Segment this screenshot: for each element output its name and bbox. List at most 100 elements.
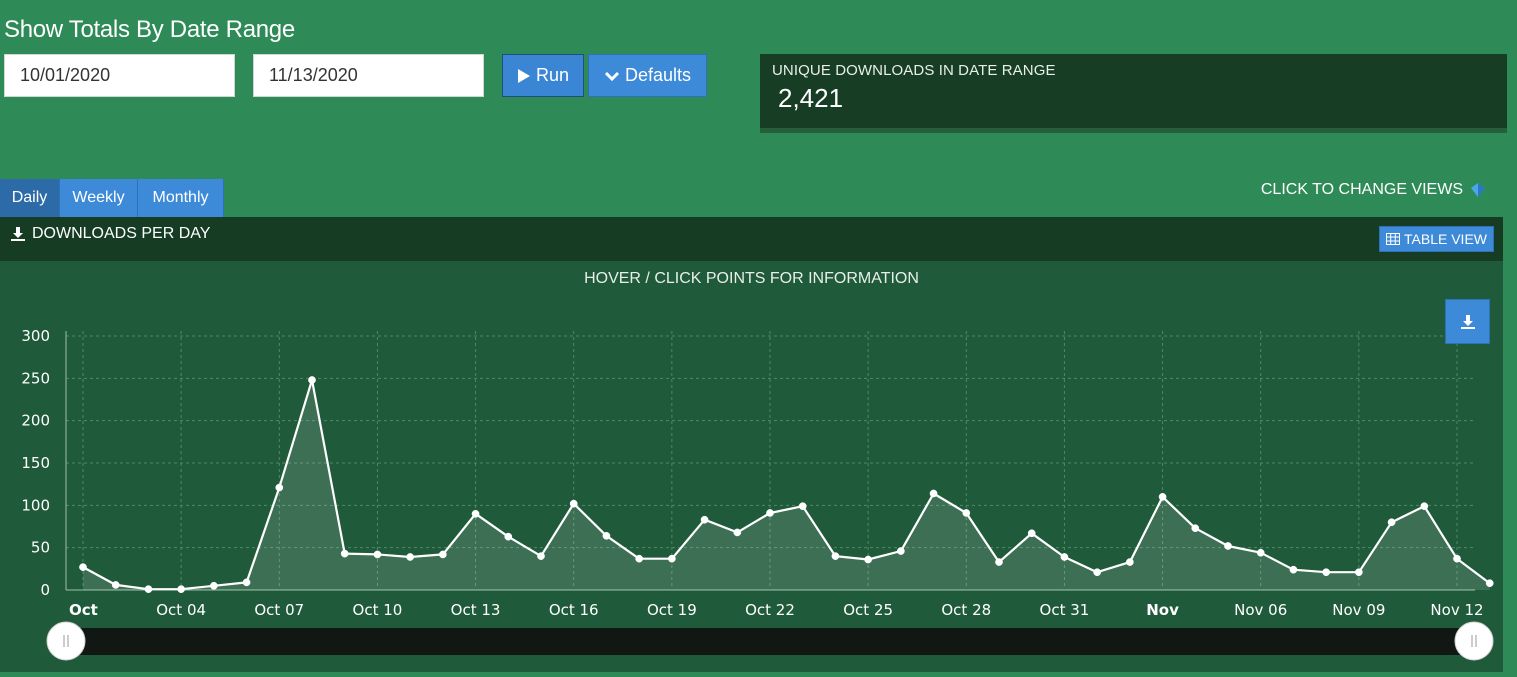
chart-subtitle: HOVER / CLICK POINTS FOR INFORMATION bbox=[584, 270, 919, 287]
x-tick-label: Oct 19 bbox=[647, 601, 697, 619]
data-point[interactable] bbox=[373, 550, 382, 559]
data-point[interactable] bbox=[929, 489, 938, 498]
download-icon bbox=[1460, 314, 1475, 329]
data-point[interactable] bbox=[962, 509, 971, 517]
chart-header-title: DOWNLOADS PER DAY bbox=[10, 225, 210, 243]
data-point[interactable] bbox=[897, 547, 905, 555]
data-point[interactable] bbox=[766, 509, 774, 517]
change-views-link[interactable]: CLICK TO CHANGE VIEWS bbox=[1261, 181, 1487, 199]
run-button-label: Run bbox=[535, 65, 570, 85]
tab-weekly[interactable]: Weekly bbox=[60, 179, 138, 217]
data-point[interactable] bbox=[1289, 565, 1298, 574]
y-tick-label: 100 bbox=[21, 496, 50, 514]
x-tick-label: Oct 22 bbox=[745, 601, 795, 619]
y-tick-label: 50 bbox=[31, 539, 50, 557]
data-point[interactable] bbox=[79, 563, 87, 571]
data-point[interactable] bbox=[1256, 548, 1265, 557]
data-point[interactable] bbox=[700, 515, 709, 524]
table-view-button[interactable]: TABLE VIEW bbox=[1379, 226, 1494, 252]
change-views-label: CLICK TO CHANGE VIEWS bbox=[1260, 181, 1463, 198]
y-tick-label: 200 bbox=[21, 412, 50, 430]
data-point[interactable] bbox=[210, 581, 218, 590]
table-icon bbox=[1386, 233, 1401, 245]
data-point[interactable] bbox=[144, 585, 153, 594]
data-point[interactable] bbox=[340, 549, 349, 558]
data-point[interactable] bbox=[439, 550, 447, 559]
start-date-input[interactable] bbox=[4, 54, 235, 97]
data-point[interactable] bbox=[864, 555, 872, 564]
x-tick-label: Nov 06 bbox=[1234, 601, 1287, 619]
y-tick-label: 0 bbox=[40, 581, 50, 599]
slider-handle-icon bbox=[46, 621, 86, 661]
table-view-label: TABLE VIEW bbox=[1404, 231, 1487, 247]
x-tick-label: Oct bbox=[69, 601, 98, 619]
data-point[interactable] bbox=[504, 532, 513, 541]
data-point[interactable] bbox=[1355, 568, 1363, 577]
end-date-input[interactable] bbox=[253, 54, 484, 97]
data-point[interactable] bbox=[177, 585, 185, 594]
run-button[interactable]: Run bbox=[502, 54, 584, 97]
data-point[interactable] bbox=[995, 558, 1003, 566]
data-point[interactable] bbox=[406, 553, 414, 561]
data-point[interactable] bbox=[1093, 568, 1101, 577]
slider-handle-icon bbox=[1454, 621, 1494, 661]
summary-value: 2,421 bbox=[778, 83, 844, 113]
data-point[interactable] bbox=[1027, 529, 1036, 538]
data-point[interactable] bbox=[111, 581, 120, 589]
summary-panel: UNIQUE DOWNLOADS IN DATE RANGE 2,421 bbox=[760, 54, 1507, 133]
play-icon bbox=[517, 68, 530, 83]
data-point[interactable] bbox=[1126, 558, 1134, 566]
chart-header-label: DOWNLOADS PER DAY bbox=[32, 225, 211, 242]
series-area bbox=[83, 380, 1490, 590]
summary-label: UNIQUE DOWNLOADS IN DATE RANGE bbox=[772, 62, 1056, 79]
data-point[interactable] bbox=[1387, 518, 1396, 527]
tab-monthly[interactable]: Monthly bbox=[138, 179, 224, 217]
data-point[interactable] bbox=[798, 502, 807, 511]
data-point[interactable] bbox=[1158, 493, 1167, 501]
range-slider-handle-right[interactable] bbox=[1454, 621, 1494, 661]
gem-icon bbox=[1471, 183, 1485, 197]
tab-daily[interactable]: Daily bbox=[0, 179, 60, 217]
page-title: Show Totals By Date Range bbox=[4, 16, 295, 43]
series-line bbox=[82, 378, 1491, 591]
y-tick-label: 250 bbox=[21, 369, 50, 387]
x-tick-label: Oct 10 bbox=[353, 601, 403, 619]
data-point[interactable] bbox=[831, 552, 840, 560]
chart-area: 0 50 100 150 200 250 300 Oct Oct 04 Oct 07 Oct 10 O… bbox=[0, 261, 1503, 672]
x-tick-label: Oct 07 bbox=[254, 601, 304, 619]
y-tick-label: 300 bbox=[21, 327, 50, 345]
data-point[interactable] bbox=[1191, 524, 1200, 533]
x-tick-label: Oct 25 bbox=[843, 601, 893, 619]
defaults-button-label: Defaults bbox=[624, 65, 692, 85]
y-tick-label: 150 bbox=[21, 454, 50, 472]
data-point[interactable] bbox=[537, 552, 545, 560]
data-point[interactable] bbox=[1453, 554, 1461, 563]
data-point[interactable] bbox=[242, 578, 251, 587]
x-tick-label: Nov 12 bbox=[1430, 601, 1483, 619]
downloads-chart[interactable]: 0 50 100 150 200 250 300 Oct Oct 04 Oct 07 Oct 10 O… bbox=[0, 261, 1503, 672]
x-tick-label: Oct 13 bbox=[451, 601, 501, 619]
data-point[interactable] bbox=[635, 554, 643, 563]
range-slider-track[interactable] bbox=[66, 628, 1475, 655]
defaults-button[interactable]: Defaults bbox=[588, 54, 707, 97]
data-point[interactable] bbox=[275, 483, 284, 492]
range-slider-handle-left[interactable] bbox=[46, 621, 86, 661]
data-point[interactable] bbox=[1060, 553, 1069, 561]
x-tick-label: Oct 28 bbox=[941, 601, 991, 619]
data-point[interactable] bbox=[1420, 502, 1429, 511]
x-tick-label: Oct 04 bbox=[156, 601, 206, 619]
x-tick-label: Oct 31 bbox=[1040, 601, 1090, 619]
data-point[interactable] bbox=[1322, 568, 1330, 577]
data-point[interactable] bbox=[1224, 542, 1232, 550]
x-tick-label: Nov bbox=[1146, 601, 1179, 619]
data-point[interactable] bbox=[668, 554, 676, 563]
data-point[interactable] bbox=[1485, 579, 1494, 588]
data-point[interactable] bbox=[733, 528, 742, 537]
data-point[interactable] bbox=[602, 531, 611, 540]
data-point[interactable] bbox=[471, 509, 480, 518]
chart-header: DOWNLOADS PER DAY TABLE VIEW bbox=[0, 217, 1503, 261]
chevron-down-icon bbox=[604, 71, 620, 81]
export-button[interactable] bbox=[1445, 299, 1490, 344]
data-point[interactable] bbox=[569, 499, 578, 508]
data-point[interactable] bbox=[308, 376, 316, 384]
